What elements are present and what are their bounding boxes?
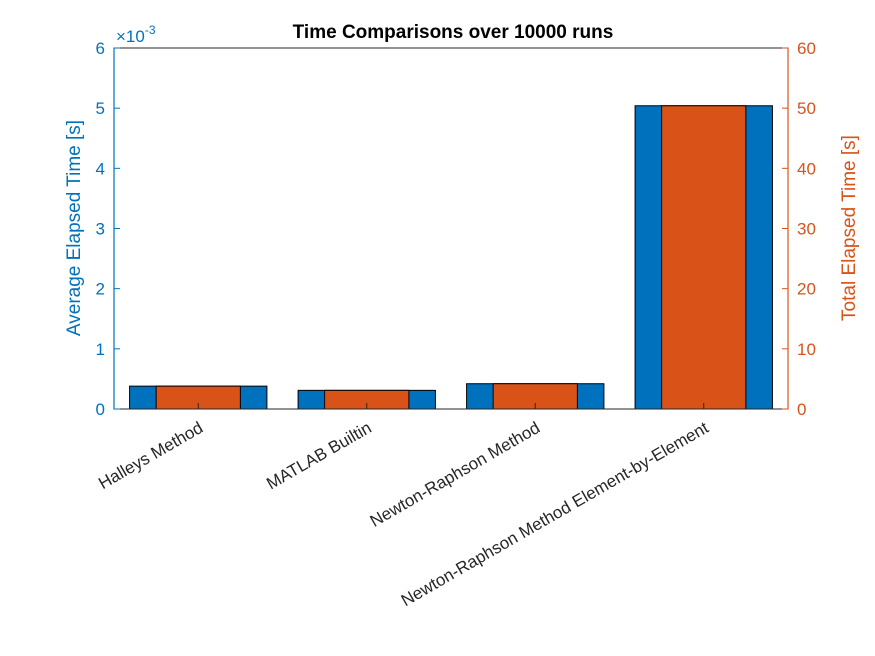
right-axis-label: Total Elapsed Time [s]	[839, 135, 860, 321]
right-tick-label: 50	[797, 99, 816, 118]
x-ticks: Halleys Method MATLAB BuiltinNewton-Raphs…	[95, 403, 712, 610]
left-tick-label: 4	[96, 159, 105, 178]
right-tick-label: 0	[797, 400, 806, 419]
right-tick-label: 60	[797, 39, 816, 58]
bars	[129, 105, 773, 410]
left-tick-label: 1	[96, 340, 105, 359]
right-tick-label: 10	[797, 340, 816, 359]
right-tick-label: 30	[797, 220, 816, 239]
x-tick-label: MATLAB Builtin	[263, 418, 375, 493]
left-axis-label: Average Elapsed Time [s]	[64, 120, 85, 336]
x-tick-label: Newton-Raphson Method Element-by-Element	[398, 418, 712, 610]
chart-title: Time Comparisons over 10000 runs	[293, 22, 614, 43]
left-tick-label: 6	[96, 39, 105, 58]
right-tick-label: 20	[797, 280, 816, 299]
right-ticks: 0 10 20 30 40 50 60	[782, 39, 816, 419]
left-tick-label: 3	[96, 220, 105, 239]
x-tick-label: Halleys Method	[95, 418, 206, 493]
right-tick-label: 40	[797, 159, 816, 178]
left-tick-label: 2	[96, 280, 105, 299]
left-axis-exponent: ×10-3	[116, 23, 156, 46]
left-ticks: 0 1 2 3 4 5 6	[96, 39, 120, 419]
x-tick-label: Newton-Raphson Method	[367, 418, 543, 531]
bar-total-3	[661, 105, 747, 410]
left-tick-label: 5	[96, 99, 105, 118]
left-tick-label: 0	[96, 400, 105, 419]
